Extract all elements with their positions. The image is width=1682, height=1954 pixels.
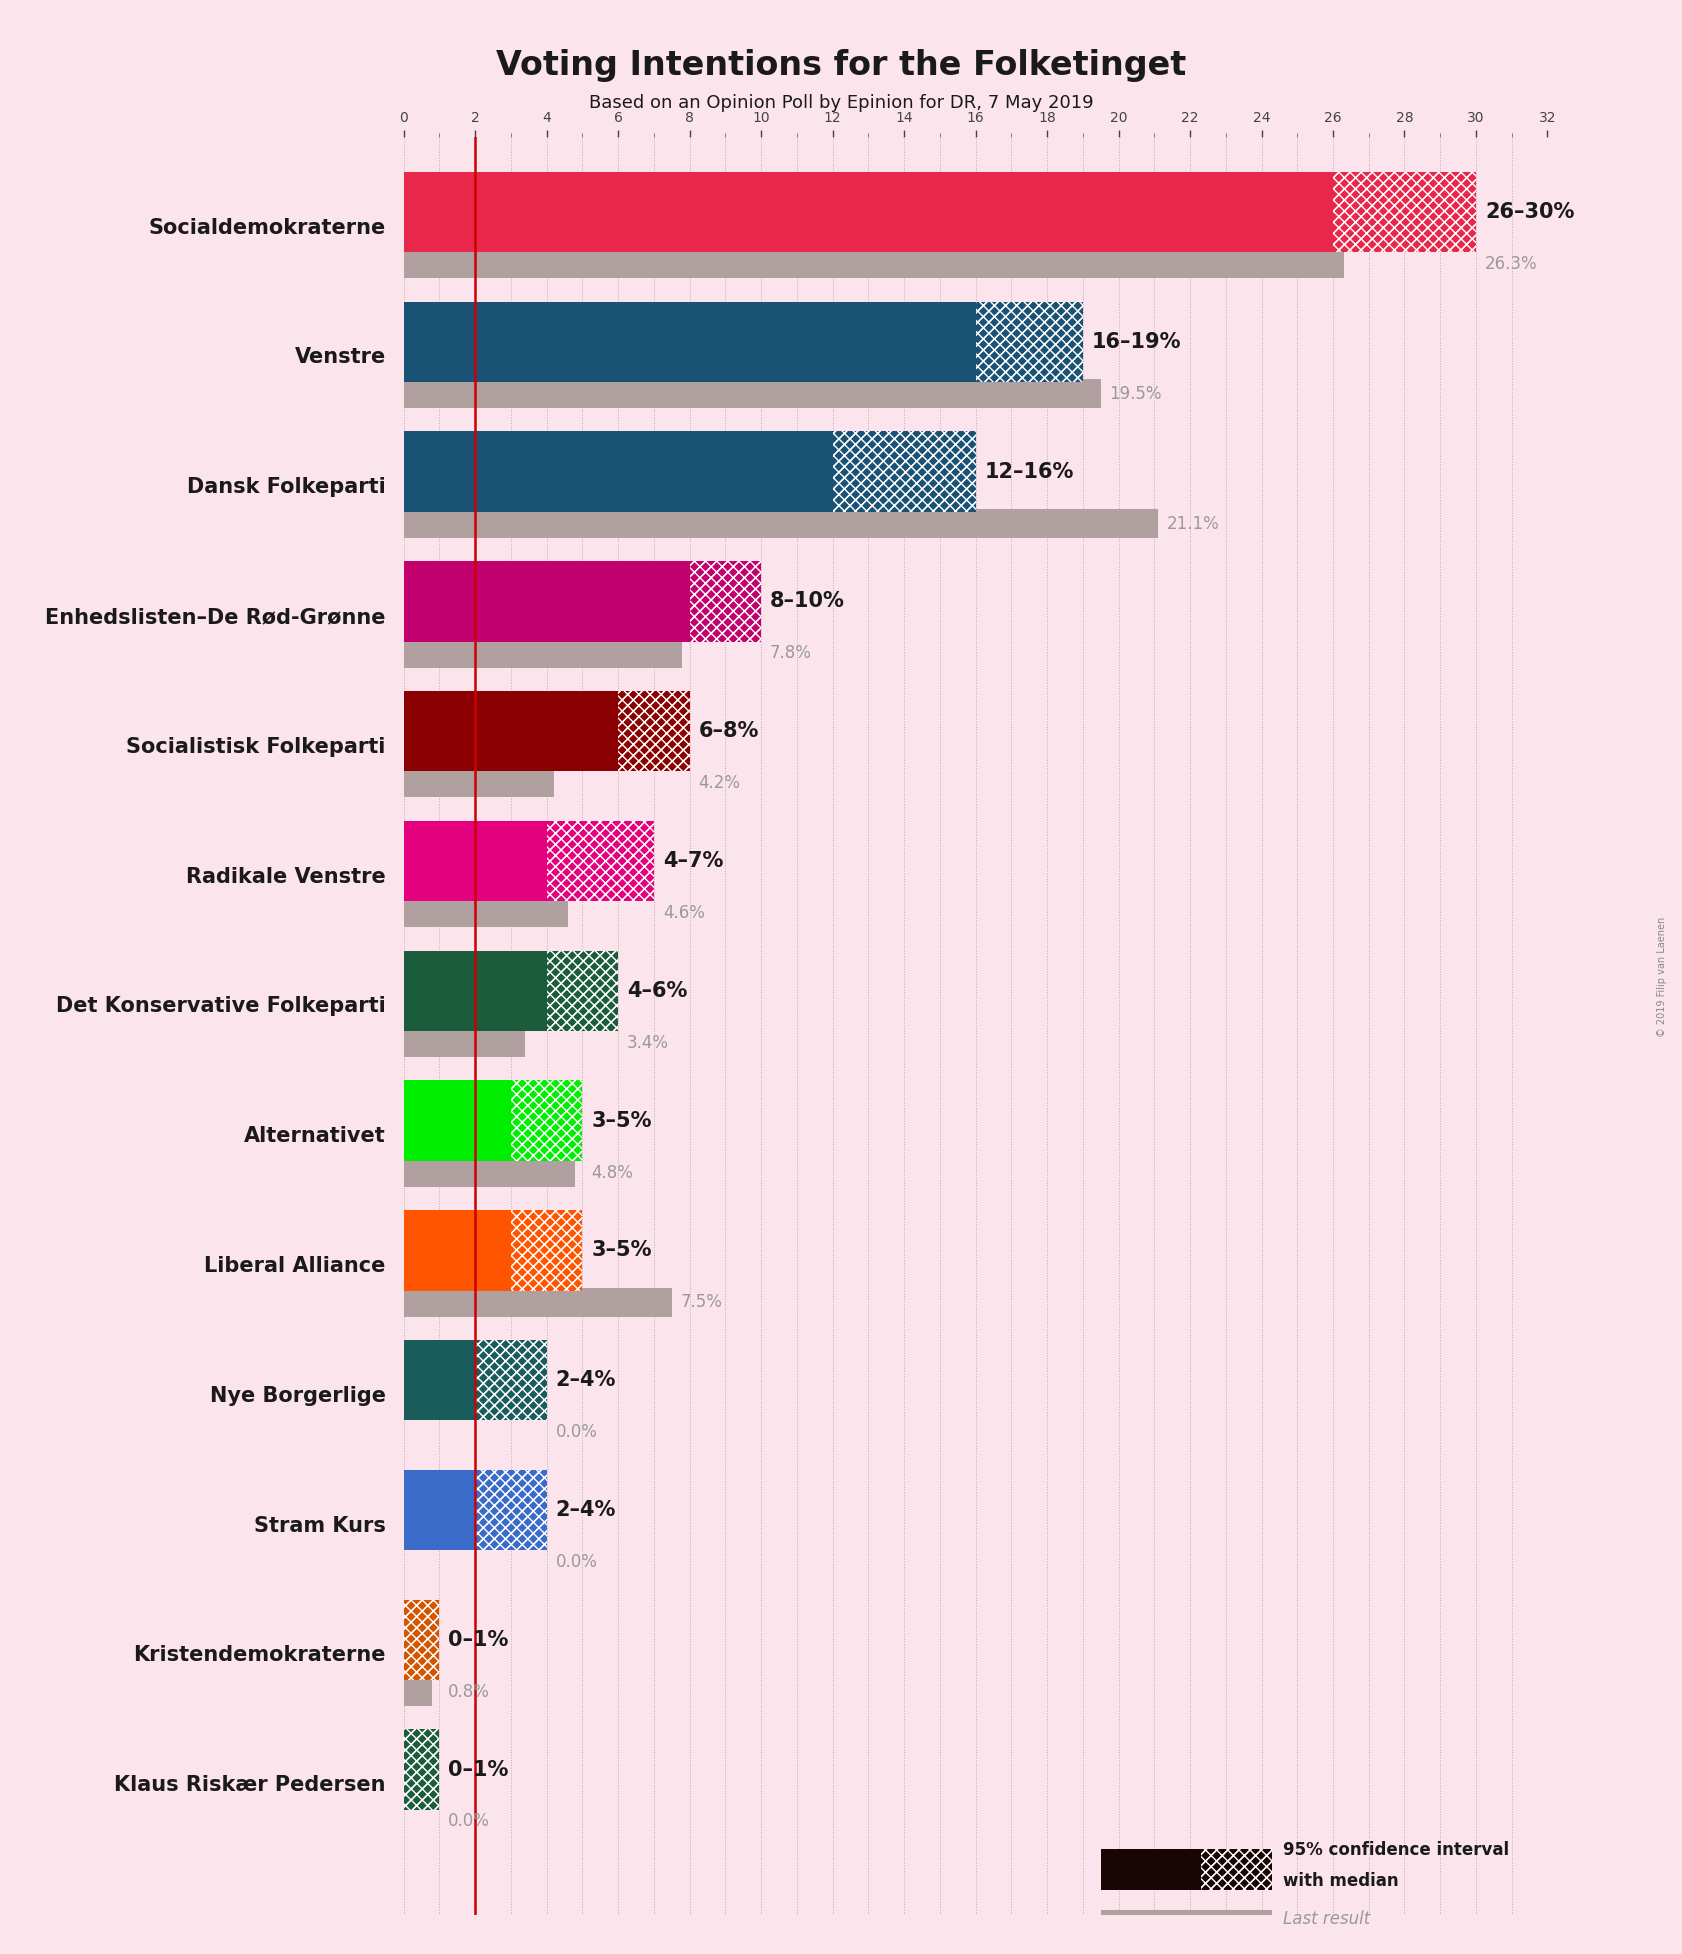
Bar xyxy=(404,950,547,1032)
Bar xyxy=(547,821,654,901)
Bar xyxy=(404,1600,439,1680)
Bar xyxy=(547,950,617,1032)
Text: 95% confidence interval: 95% confidence interval xyxy=(1283,1841,1509,1858)
Text: 2–4%: 2–4% xyxy=(555,1501,616,1520)
Text: 0.0%: 0.0% xyxy=(555,1553,597,1571)
Text: Nye Borgerlige: Nye Borgerlige xyxy=(210,1385,385,1405)
Bar xyxy=(474,1340,547,1421)
Bar xyxy=(404,250,1344,277)
Text: Enhedslisten–De Rød-Grønne: Enhedslisten–De Rød-Grønne xyxy=(45,608,385,627)
Bar xyxy=(547,950,617,1032)
Text: 7.8%: 7.8% xyxy=(770,645,812,662)
Bar xyxy=(617,692,690,772)
Bar xyxy=(1332,172,1475,252)
Bar xyxy=(404,1340,474,1421)
Text: 4.8%: 4.8% xyxy=(592,1163,632,1182)
Bar xyxy=(404,1210,511,1292)
Bar xyxy=(474,1340,547,1421)
Text: 7.5%: 7.5% xyxy=(681,1294,723,1311)
Bar xyxy=(404,1028,525,1057)
Text: Klaus Riskær Pedersen: Klaus Riskær Pedersen xyxy=(114,1774,385,1796)
Text: 4–6%: 4–6% xyxy=(627,981,688,1000)
Text: Voting Intentions for the Folketinget: Voting Intentions for the Folketinget xyxy=(496,49,1186,82)
Bar xyxy=(474,1469,547,1550)
Bar xyxy=(404,1288,671,1317)
Bar xyxy=(690,561,760,641)
Bar xyxy=(1332,172,1475,252)
Text: 16–19%: 16–19% xyxy=(1092,332,1181,352)
Text: Socialistisk Folkeparti: Socialistisk Folkeparti xyxy=(126,737,385,756)
Bar xyxy=(976,301,1083,383)
Bar xyxy=(404,768,553,797)
Text: 12–16%: 12–16% xyxy=(984,461,1073,481)
Bar xyxy=(404,639,683,668)
Text: 21.1%: 21.1% xyxy=(1167,514,1219,533)
Bar xyxy=(404,432,833,512)
Bar xyxy=(1100,1909,1272,1929)
Bar xyxy=(404,561,690,641)
Bar xyxy=(976,301,1083,383)
Text: Radikale Venstre: Radikale Venstre xyxy=(187,866,385,887)
Text: © 2019 Filip van Laenen: © 2019 Filip van Laenen xyxy=(1657,916,1667,1038)
Bar xyxy=(404,510,1157,537)
Text: 26.3%: 26.3% xyxy=(1485,254,1537,274)
Text: 0.8%: 0.8% xyxy=(449,1682,489,1700)
Text: 0.0%: 0.0% xyxy=(449,1813,489,1831)
Text: 3–5%: 3–5% xyxy=(592,1110,653,1131)
Bar xyxy=(404,899,569,928)
Bar xyxy=(833,432,976,512)
Text: 2–4%: 2–4% xyxy=(555,1370,616,1389)
Bar xyxy=(404,692,617,772)
Text: Last result: Last result xyxy=(1283,1909,1371,1929)
Text: Alternativet: Alternativet xyxy=(244,1126,385,1147)
Text: Kristendemokraterne: Kristendemokraterne xyxy=(133,1645,385,1665)
Bar xyxy=(404,1600,439,1680)
Text: 6–8%: 6–8% xyxy=(698,721,759,741)
Bar xyxy=(404,1469,474,1550)
Bar xyxy=(404,821,547,901)
Bar xyxy=(404,172,1332,252)
Bar xyxy=(1100,1848,1201,1890)
Bar xyxy=(404,1729,439,1809)
Text: Venstre: Venstre xyxy=(294,348,385,367)
Text: Det Konservative Folkeparti: Det Konservative Folkeparti xyxy=(56,997,385,1016)
Text: with median: with median xyxy=(1283,1872,1398,1890)
Bar xyxy=(511,1210,582,1292)
Bar xyxy=(511,1081,582,1161)
Text: 0–1%: 0–1% xyxy=(449,1759,508,1780)
Bar xyxy=(617,692,690,772)
Bar xyxy=(1201,1848,1272,1890)
Text: 19.5%: 19.5% xyxy=(1110,385,1162,403)
Text: 8–10%: 8–10% xyxy=(770,592,844,612)
Bar xyxy=(511,1210,582,1292)
Text: 3.4%: 3.4% xyxy=(627,1034,669,1051)
Bar xyxy=(404,1159,575,1186)
Text: 0–1%: 0–1% xyxy=(449,1630,508,1649)
Text: Dansk Folkeparti: Dansk Folkeparti xyxy=(187,477,385,496)
Text: Based on an Opinion Poll by Epinion for DR, 7 May 2019: Based on an Opinion Poll by Epinion for … xyxy=(589,94,1093,111)
Text: Liberal Alliance: Liberal Alliance xyxy=(205,1256,385,1276)
Text: Socialdemokraterne: Socialdemokraterne xyxy=(148,217,385,238)
Bar xyxy=(690,561,760,641)
Text: 0.0%: 0.0% xyxy=(555,1423,597,1442)
Bar xyxy=(404,1677,432,1706)
Bar xyxy=(404,379,1100,408)
Bar xyxy=(1201,1848,1272,1890)
Text: Stram Kurs: Stram Kurs xyxy=(254,1516,385,1536)
Text: 26–30%: 26–30% xyxy=(1485,201,1574,223)
Text: 4.2%: 4.2% xyxy=(698,774,740,791)
Bar xyxy=(404,1729,439,1809)
Text: 4–7%: 4–7% xyxy=(663,852,723,871)
Text: 4.6%: 4.6% xyxy=(663,905,705,922)
Bar xyxy=(547,821,654,901)
Bar xyxy=(404,1081,511,1161)
Bar xyxy=(404,301,976,383)
Text: 3–5%: 3–5% xyxy=(592,1241,653,1260)
Bar xyxy=(833,432,976,512)
Bar xyxy=(474,1469,547,1550)
Bar xyxy=(511,1081,582,1161)
